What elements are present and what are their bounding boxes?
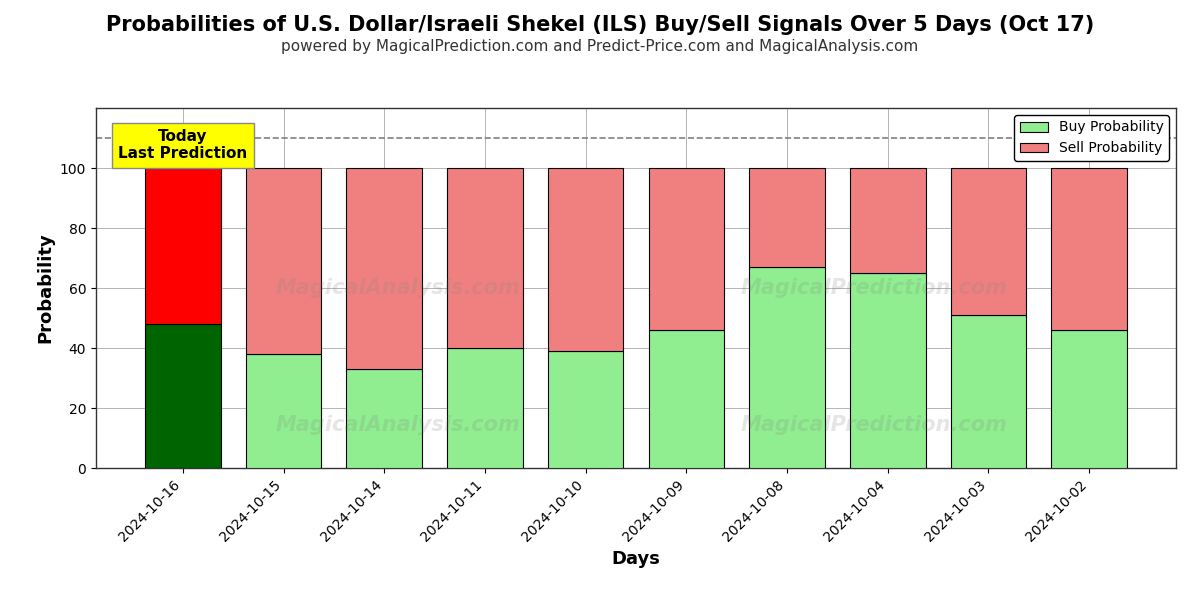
Text: MagicalAnalysis.com: MagicalAnalysis.com — [276, 415, 521, 435]
Text: Probabilities of U.S. Dollar/Israeli Shekel (ILS) Buy/Sell Signals Over 5 Days (: Probabilities of U.S. Dollar/Israeli She… — [106, 15, 1094, 35]
Text: Today
Last Prediction: Today Last Prediction — [119, 129, 247, 161]
Bar — [850, 168, 925, 273]
Text: MagicalAnalysis.com: MagicalAnalysis.com — [276, 278, 521, 298]
Legend: Buy Probability, Sell Probability: Buy Probability, Sell Probability — [1014, 115, 1169, 161]
Text: powered by MagicalPrediction.com and Predict-Price.com and MagicalAnalysis.com: powered by MagicalPrediction.com and Pre… — [281, 39, 919, 54]
Bar — [950, 315, 1026, 468]
Bar — [648, 168, 724, 330]
Bar — [749, 267, 824, 468]
Bar — [950, 168, 1026, 315]
Bar — [850, 273, 925, 468]
Bar — [1051, 330, 1127, 468]
Bar — [448, 348, 523, 468]
Bar — [246, 168, 322, 354]
Bar — [145, 324, 221, 468]
Bar — [347, 168, 422, 369]
Bar — [1051, 168, 1127, 330]
Y-axis label: Probability: Probability — [36, 233, 54, 343]
Bar — [145, 168, 221, 324]
Bar — [749, 168, 824, 267]
Text: MagicalPrediction.com: MagicalPrediction.com — [740, 415, 1007, 435]
Text: MagicalPrediction.com: MagicalPrediction.com — [740, 278, 1007, 298]
Bar — [648, 330, 724, 468]
Bar — [347, 369, 422, 468]
X-axis label: Days: Days — [612, 550, 660, 568]
Bar — [548, 168, 624, 351]
Bar — [548, 351, 624, 468]
Bar — [246, 354, 322, 468]
Bar — [448, 168, 523, 348]
